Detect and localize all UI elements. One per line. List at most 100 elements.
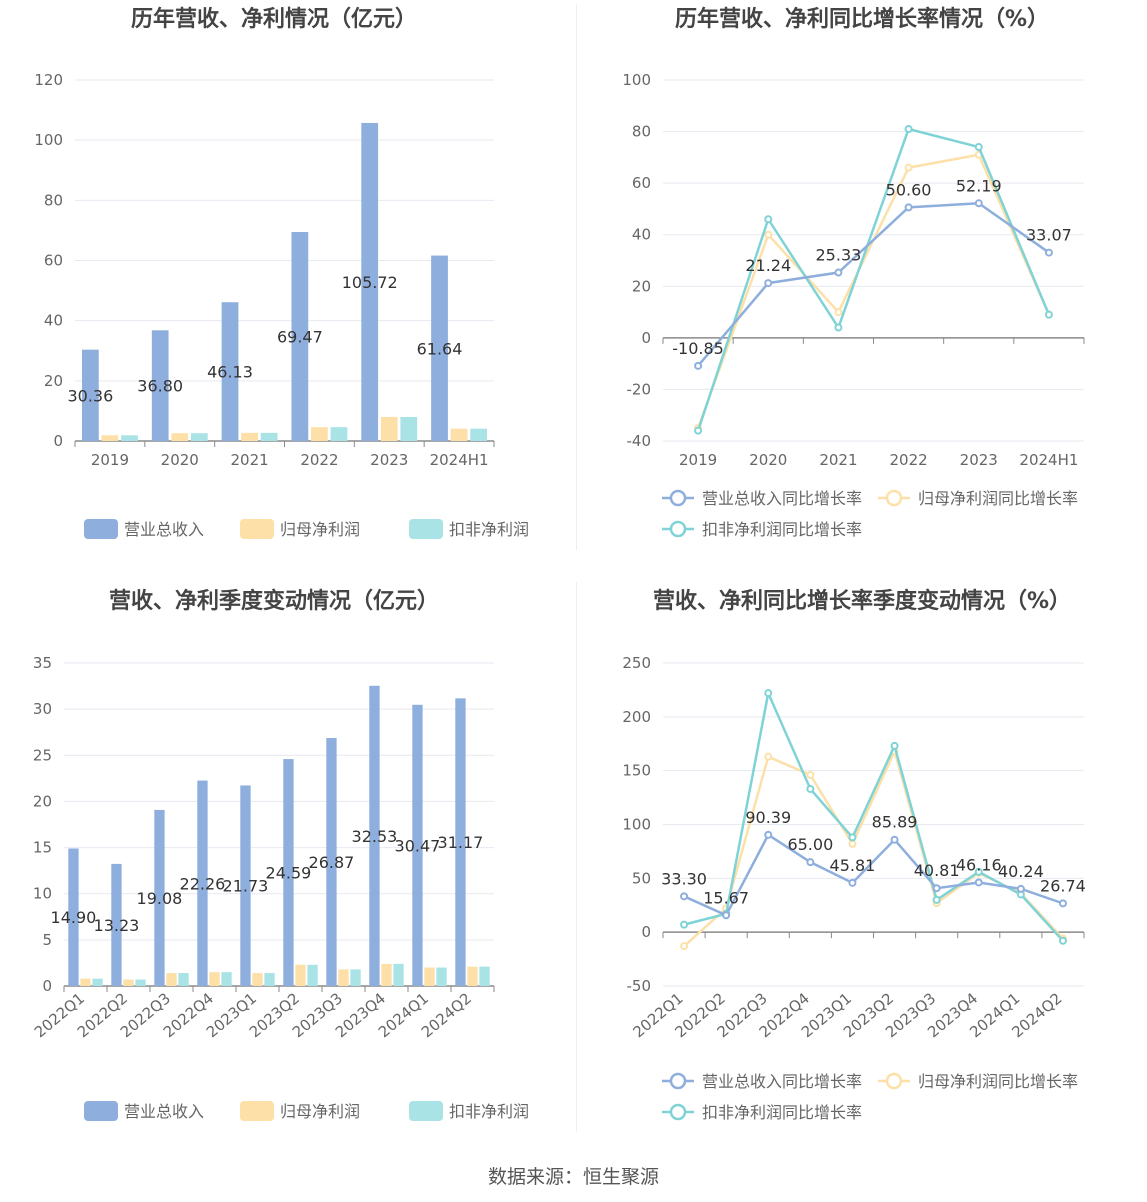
bar-net-profit: [311, 427, 328, 441]
bar-deducted-profit: [221, 972, 232, 986]
bar-net-profit: [295, 964, 306, 986]
annual-values-chart: 历年营收、净利情况（亿元） 0 20 40 60 80 100 120 2019 2020 2021…: [0, 0, 576, 560]
line-data-label: 90.39: [745, 808, 791, 827]
legend-swatch: [240, 519, 274, 539]
legend-swatch: [240, 1101, 274, 1121]
legend-label: 归母净利润: [280, 520, 360, 539]
legend-label: 营业总收入同比增长率: [702, 1072, 862, 1091]
bar-net-profit: [338, 969, 349, 986]
x-tick-label: 2023: [370, 451, 408, 469]
bar-data-label: 14.90: [51, 908, 97, 927]
data-point: [848, 833, 857, 842]
bar-net-profit: [241, 432, 258, 441]
annual-growth-svg: 历年营收、净利同比增长率情况（%） -40 -20 0 20 40 60 80 100 2019 2…: [622, 6, 1085, 539]
data-point: [848, 839, 857, 848]
bar-revenue: [151, 330, 169, 441]
bar-data-label: 26.87: [309, 853, 355, 872]
legend-label: 营业总收入同比增长率: [702, 489, 862, 508]
legend-label: 扣非净利润同比增长率: [702, 1103, 862, 1122]
y-tick-label: 50: [632, 869, 651, 887]
legend-label: 扣非净利润: [449, 520, 529, 539]
y-tick-label: 40: [632, 226, 651, 244]
x-tick-label: 2022: [889, 451, 927, 469]
line-data-label: 26.74: [1040, 876, 1086, 895]
bar-revenue: [240, 785, 251, 986]
legend-label: 营业总收入: [124, 1102, 204, 1121]
line-data-label: 15.67: [703, 888, 749, 907]
bottom-divider: [576, 582, 577, 1132]
bar-data-label: 13.23: [94, 916, 140, 935]
bar-data-label: 30.36: [67, 386, 113, 405]
data-point: [806, 770, 815, 779]
bar-data-label: 19.08: [137, 889, 183, 908]
y-tick-label: 200: [622, 708, 651, 726]
bar-net-profit: [450, 428, 468, 441]
quarterly-values-svg: 营收、净利季度变动情况（亿元）051015202530352022Q12022Q…: [31, 588, 529, 1121]
top-divider: [576, 4, 577, 550]
annual-growth-chart: 历年营收、净利同比增长率情况（%） -40 -20 0 20 40 60 80 100 2019 2…: [578, 0, 1147, 560]
y-tick-label: 20: [33, 792, 52, 810]
x-tick-label: 2021: [819, 451, 857, 469]
line-data-label: 40.81: [914, 861, 960, 880]
bar-net-profit: [171, 433, 189, 441]
bar-deducted-profit: [400, 416, 418, 441]
bar-net-profit: [101, 435, 119, 441]
chart-title: 历年营收、净利同比增长率情况（%）: [675, 6, 1049, 32]
bar-data-label: 61.64: [417, 339, 463, 358]
y-tick-label: 20: [632, 277, 651, 295]
bar-deducted-profit: [350, 969, 361, 986]
legend-swatch: [84, 1101, 118, 1121]
bar-net-profit: [424, 967, 435, 986]
bar-deducted-profit: [260, 432, 278, 441]
line-data-label: 21.24: [745, 256, 791, 275]
legend-marker: [669, 1072, 687, 1090]
y-tick-label: 15: [33, 839, 52, 857]
bar-deducted-profit: [92, 978, 103, 986]
bar-deducted-profit: [264, 973, 275, 986]
y-tick-label: 60: [44, 252, 63, 270]
bar-data-label: 22.26: [180, 874, 226, 893]
data-point: [1044, 248, 1053, 257]
bar-revenue: [369, 685, 380, 986]
line-data-label: 45.81: [830, 856, 876, 875]
line-data-label: 33.07: [1026, 226, 1072, 245]
x-tick-label: 2023: [960, 451, 998, 469]
y-tick-label: 80: [44, 191, 63, 209]
legend-swatch: [409, 519, 443, 539]
data-point: [848, 878, 857, 887]
bar-data-label: 30.47: [395, 836, 441, 855]
bar-net-profit: [467, 966, 478, 986]
x-tick-label: 2024H1: [1019, 451, 1078, 469]
y-tick-label: 35: [33, 654, 52, 672]
bar-data-label: 21.73: [223, 877, 269, 896]
bar-data-label: 24.59: [266, 864, 312, 883]
y-tick-label: -20: [627, 380, 652, 398]
y-tick-label: 10: [33, 885, 52, 903]
x-tick-label: 2022: [300, 451, 338, 469]
bar-revenue: [154, 809, 165, 986]
bar-deducted-profit: [190, 433, 208, 441]
data-point: [974, 878, 983, 887]
data-point: [1044, 310, 1053, 319]
y-tick-label: 100: [622, 816, 651, 834]
chart-title: 营收、净利季度变动情况（亿元）: [109, 588, 439, 614]
legend-marker: [669, 520, 687, 538]
y-tick-label: 30: [33, 700, 52, 718]
bar-revenue: [326, 738, 337, 986]
line-data-label: 65.00: [787, 835, 833, 854]
data-point: [680, 892, 689, 901]
series-line: [683, 688, 1064, 942]
series-line: [697, 202, 1050, 367]
line-data-label: 85.89: [872, 813, 918, 832]
quarterly-values-chart: 营收、净利季度变动情况（亿元） 0 5 10 15 20 25 30 35 2022Q1 2022Q…: [0, 578, 576, 1138]
bar-deducted-profit: [121, 435, 138, 441]
data-point: [904, 163, 913, 172]
bar-revenue: [68, 848, 79, 986]
data-point: [764, 215, 773, 224]
bar-revenue: [455, 698, 466, 986]
data-point: [806, 858, 815, 867]
series-line: [683, 833, 1064, 917]
data-point: [764, 689, 773, 698]
annual-values-svg: 历年营收、净利情况（亿元） 0 20 40 60 80 100 120 2019 2020 2021…: [34, 6, 529, 539]
bar-data-label: 31.17: [438, 833, 484, 852]
